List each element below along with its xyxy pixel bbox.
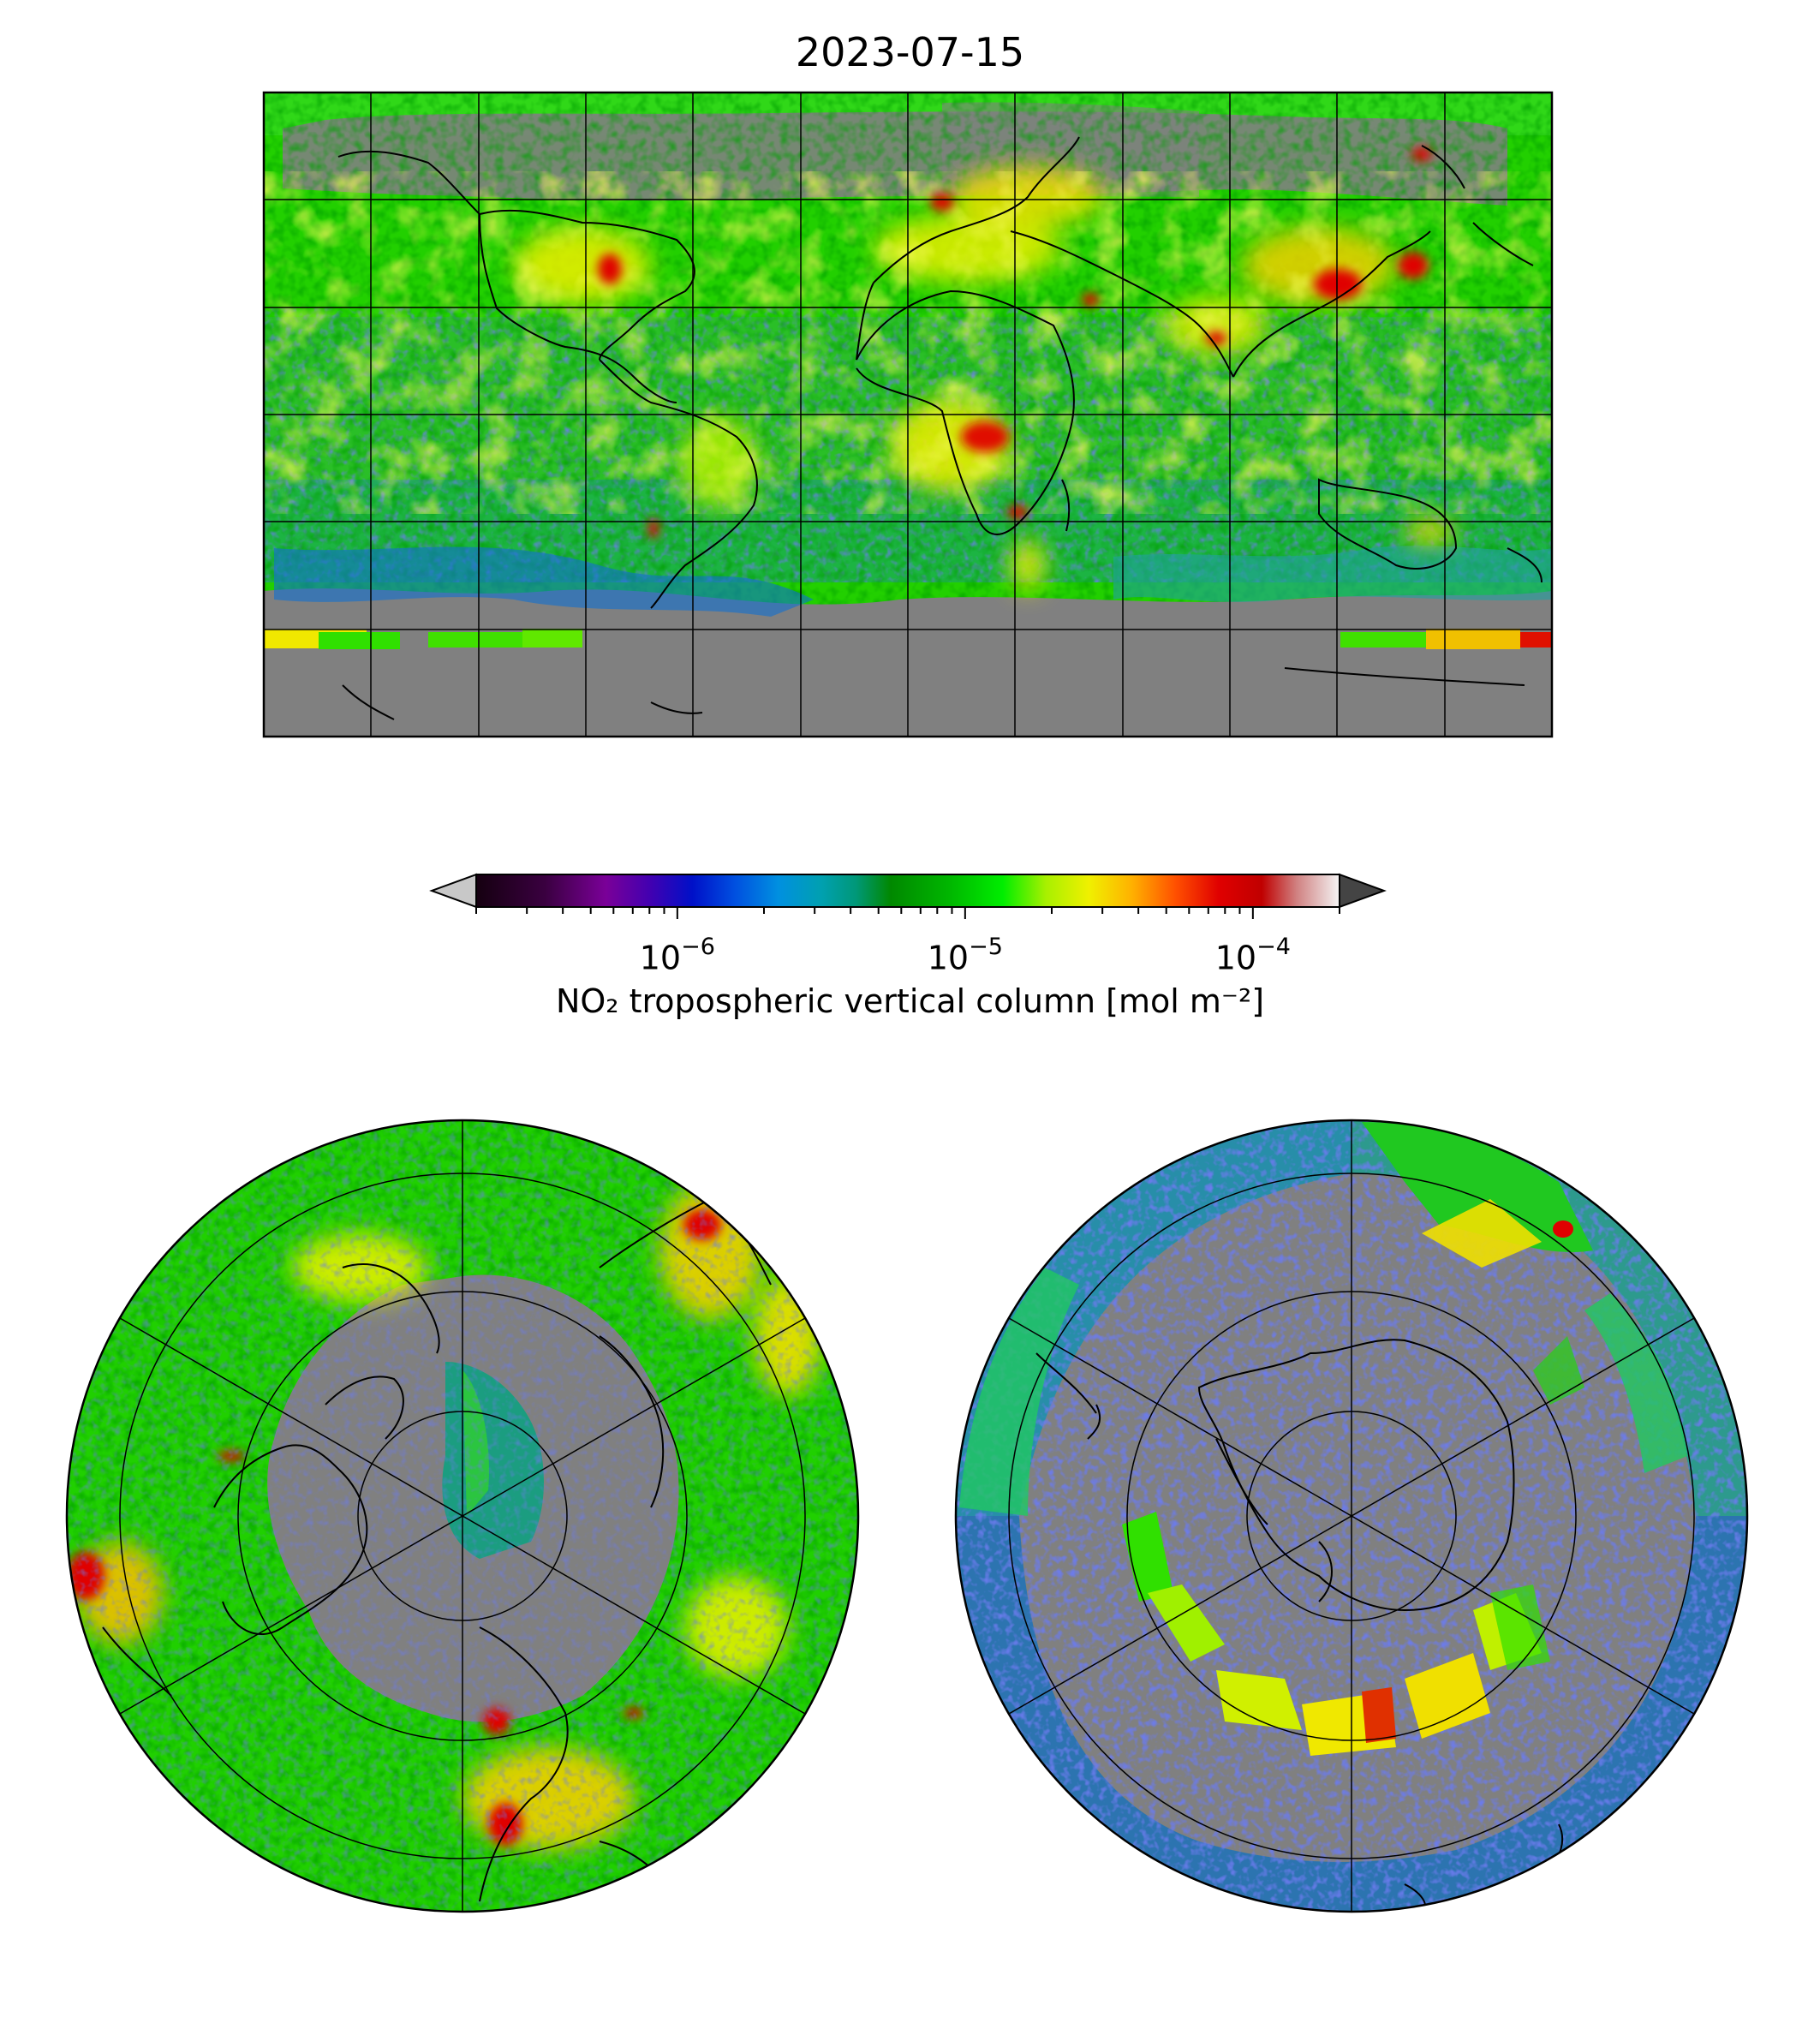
north-polar-map xyxy=(67,1120,858,1912)
global-gridlines xyxy=(264,92,1552,737)
global-coastlines xyxy=(337,136,1543,720)
colorbar-tick-label: 10−6 xyxy=(639,934,715,977)
colorbar-gradient xyxy=(476,874,1340,907)
colorbar-tick-label: 10−5 xyxy=(927,934,1003,977)
colorbar-label: NO₂ tropospheric vertical column [mol m⁻… xyxy=(555,982,1265,1020)
global-map xyxy=(264,92,1552,737)
global-map-frame xyxy=(262,91,1554,738)
colorbar-frame xyxy=(475,874,1340,908)
colorbar-under-extension xyxy=(429,873,477,909)
colorbar-tick-label: 10−4 xyxy=(1214,934,1291,977)
south-polar-frame xyxy=(954,1119,1749,1913)
south-polar-map xyxy=(956,1120,1747,1912)
colorbar xyxy=(429,873,1387,919)
north-polar-frame xyxy=(65,1119,860,1913)
figure-title: 2023-07-15 xyxy=(795,29,1025,75)
north-polar-graticule xyxy=(119,1120,806,1912)
colorbar-ticks xyxy=(475,907,1340,919)
south-polar-graticule xyxy=(1008,1120,1695,1912)
colorbar-over-extension xyxy=(1339,873,1387,909)
